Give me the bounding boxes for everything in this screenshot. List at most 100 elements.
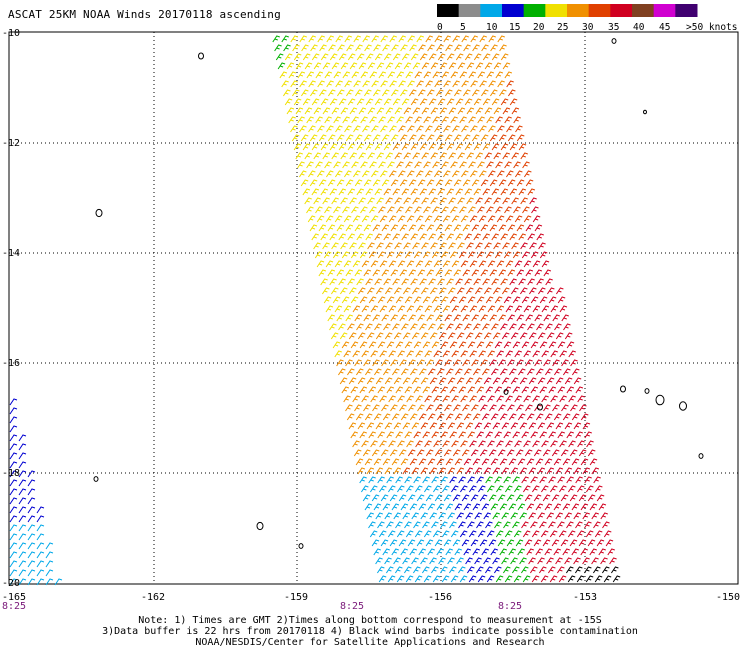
wind-barb [413,251,422,259]
wind-barb [445,368,454,376]
wind-barb [421,242,429,250]
wind-barb [355,458,364,466]
wind-barb [325,260,334,268]
wind-barb [526,413,535,421]
wind-barb [422,476,430,484]
wind-barb [449,341,458,349]
wind-barb [510,512,518,520]
wind-barb [385,242,393,250]
wind-barb [525,314,533,322]
wind-barb [425,539,434,547]
wind-barb [397,215,406,223]
wind-barb [405,71,414,79]
wind-barb [388,215,397,223]
wind-barb [582,512,590,520]
time-label: 8:25 [2,601,26,612]
wind-barb [417,404,425,412]
wind-barb [356,53,365,61]
wind-barb [354,179,363,187]
wind-barb [352,395,360,403]
wind-barb [363,359,371,367]
wind-barb [493,62,502,70]
wind-barb [478,305,487,313]
wind-barb [336,269,345,277]
wind-barb [477,161,485,169]
wind-barb [509,278,517,286]
wind-barb [465,467,474,475]
wind-barb [348,332,357,340]
wind-barb [540,575,549,583]
wind-barb [444,179,453,187]
wind-barb [575,386,584,394]
wind-barb [501,377,510,385]
wind-barb [445,413,454,421]
wind-barb [340,152,348,160]
island [679,401,687,411]
wind-barb [448,566,457,574]
wind-barb [449,386,458,394]
wind-barb [431,521,439,529]
wind-barb [503,521,511,529]
wind-barb [408,224,417,232]
wind-barb [491,53,500,61]
wind-barb [438,557,446,565]
wind-barb [393,422,402,430]
wind-barb [406,440,414,448]
wind-barb [404,296,413,304]
wind-barb [302,188,311,196]
wind-barb [490,413,499,421]
wind-barb [584,521,592,529]
island [611,38,617,44]
wind-barb [516,179,525,187]
wind-barb [566,521,574,529]
wind-barb [544,368,553,376]
wind-barb [551,449,560,457]
wind-barb [326,35,334,43]
wind-barb [391,503,400,511]
wind-barb [36,533,45,541]
wind-barb [363,89,372,97]
wind-barb [414,485,423,493]
wind-barb [302,143,311,151]
wind-barb [504,530,513,538]
wind-barb [322,242,330,250]
wind-barb [496,260,505,268]
wind-barb [443,494,452,502]
island [620,385,626,393]
wind-barb [381,269,390,277]
wind-barb [442,170,451,178]
wind-barb [290,35,298,43]
wind-barb [459,485,468,493]
wind-barb [433,170,442,178]
wind-barb [307,170,316,178]
wind-barb [458,341,467,349]
wind-barb [429,467,438,475]
wind-barb [313,107,322,115]
wind-barb [520,242,528,250]
wind-barb [396,116,404,124]
wind-barb [497,80,505,88]
wind-barb [397,350,405,358]
wind-barb [445,458,454,466]
wind-barb [548,521,556,529]
wind-barb [526,548,534,556]
wind-barb [535,458,544,466]
wind-barb [9,533,18,541]
wind-barb [329,98,338,106]
island [93,476,99,482]
wind-barb [453,134,462,142]
wind-barb [308,35,316,43]
wind-barb [561,359,569,367]
wind-barb [517,368,526,376]
wind-barb [559,440,567,448]
wind-barb [275,53,284,61]
wind-barb [499,548,507,556]
wind-barb [427,503,436,511]
wind-barb [374,98,383,106]
wind-barb [516,269,525,277]
wind-barb [503,251,512,259]
wind-barb [553,368,562,376]
wind-barb [27,578,36,586]
wind-barb [569,539,578,547]
wind-barb [501,332,510,340]
